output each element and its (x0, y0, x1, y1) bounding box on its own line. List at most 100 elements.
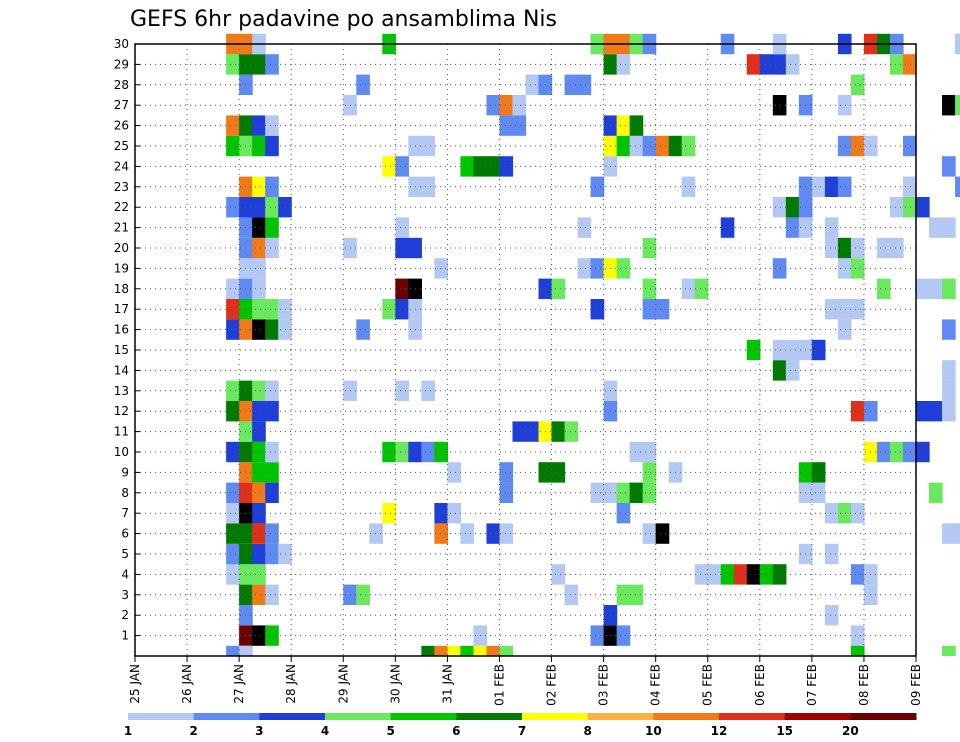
heatmap-cell (824, 299, 839, 320)
heatmap-cell (499, 95, 514, 116)
heatmap-cell (590, 482, 605, 503)
y-tick-label: 10 (114, 445, 129, 459)
heatmap-cell (746, 339, 761, 361)
heatmap-cell (512, 115, 527, 136)
heatmap-cell (850, 74, 865, 95)
y-tick-label: 3 (121, 588, 129, 602)
heatmap-cell (265, 176, 279, 197)
heatmap-cell (226, 115, 240, 136)
heatmap-cell (226, 54, 240, 75)
heatmap-cell (499, 156, 514, 177)
heatmap-cell (395, 237, 409, 259)
heatmap-cell (785, 360, 800, 381)
heatmap-cell (889, 441, 904, 463)
heatmap-cell (252, 401, 266, 422)
heatmap-cell (642, 135, 657, 157)
heatmap-cell (785, 339, 800, 361)
heatmap-cell (499, 645, 514, 656)
y-tick-label: 1 (121, 629, 129, 643)
heatmap-cell (226, 645, 240, 656)
heatmap-cell (564, 584, 579, 605)
y-tick-label: 24 (114, 159, 129, 173)
y-tick-label: 7 (121, 506, 129, 520)
heatmap-cell (785, 54, 800, 75)
heatmap-cell (955, 523, 960, 544)
heatmap-cell (616, 503, 631, 524)
heatmap-cell (929, 482, 943, 503)
x-tick-label: 07 FEB (805, 664, 819, 706)
colorbar-label: 12 (711, 724, 728, 738)
heatmap-cell (382, 299, 396, 320)
heatmap-cell (252, 217, 266, 238)
heatmap-cell (252, 176, 266, 197)
x-tick-label: 02 FEB (545, 664, 559, 706)
heatmap-cell (616, 625, 631, 646)
colorbar-label: 15 (776, 724, 793, 738)
heatmap-cell (252, 564, 266, 585)
heatmap-cell (252, 278, 266, 299)
chart-title: GEFS 6hr padavine po ansamblima Nis (130, 7, 557, 32)
heatmap-cell (707, 564, 722, 585)
heatmap-cell (460, 523, 475, 544)
heatmap-cell (746, 54, 761, 75)
colorbar-swatch (522, 713, 589, 720)
heatmap-cell (616, 584, 631, 605)
x-tick-label: 25 JAN (128, 664, 142, 704)
heatmap-cell (252, 482, 266, 503)
heatmap-cell (252, 523, 266, 544)
heatmap-cell (551, 278, 566, 299)
y-tick-label: 27 (114, 98, 129, 112)
heatmap-cell (551, 564, 566, 585)
heatmap-cell (252, 299, 266, 320)
y-tick-label: 11 (114, 425, 129, 439)
heatmap-cell (564, 421, 579, 442)
heatmap-cell (616, 258, 631, 279)
heatmap-cell (876, 441, 891, 463)
heatmap-cell (889, 54, 904, 75)
heatmap-cell (681, 278, 696, 299)
heatmap-cell (278, 319, 292, 340)
heatmap-cell (525, 421, 540, 442)
colorbar-swatch (587, 713, 654, 720)
heatmap-cell (629, 482, 644, 503)
heatmap-cell (889, 197, 904, 218)
heatmap-cell (252, 503, 266, 524)
heatmap-cell (421, 176, 435, 197)
heatmap-cell (655, 523, 670, 544)
heatmap-cell (837, 258, 852, 279)
heatmap-cell (837, 135, 852, 157)
heatmap-cell (226, 564, 240, 585)
heatmap-cell (447, 645, 462, 656)
heatmap-cell (486, 95, 501, 116)
colorbar-swatch (653, 713, 720, 720)
heatmap-cell (837, 176, 852, 197)
heatmap-cell (942, 645, 956, 656)
heatmap-cell (942, 156, 956, 177)
heatmap-cell (226, 543, 240, 565)
heatmap-cell (226, 401, 240, 422)
heatmap-cell (955, 33, 960, 55)
heatmap-cell (486, 645, 501, 656)
heatmap-cell (460, 156, 475, 177)
heatmap-cell (434, 441, 448, 463)
heatmap-cell (252, 135, 266, 157)
x-tick-label: 09 FEB (909, 664, 923, 706)
heatmap-cell (655, 135, 670, 157)
heatmap-cell (460, 645, 475, 656)
heatmap-cell (772, 564, 787, 585)
heatmap-cell (252, 115, 266, 136)
y-tick-label: 23 (114, 180, 129, 194)
y-axis-ticks: 1234567891011121314151617181920212223242… (114, 37, 140, 643)
heatmap-cell (642, 299, 657, 320)
heatmap-cell (850, 135, 865, 157)
heatmap-cell (226, 299, 240, 320)
heatmap-cell (616, 115, 631, 136)
heatmap-cell (681, 176, 696, 197)
x-tick-label: 30 JAN (388, 664, 402, 704)
heatmap-cell (616, 482, 631, 503)
heatmap-cell (226, 135, 240, 157)
heatmap-cell (642, 482, 657, 503)
heatmap-cell (772, 54, 787, 75)
x-tick-label: 27 JAN (232, 664, 246, 704)
colorbar-swatch (456, 713, 523, 720)
